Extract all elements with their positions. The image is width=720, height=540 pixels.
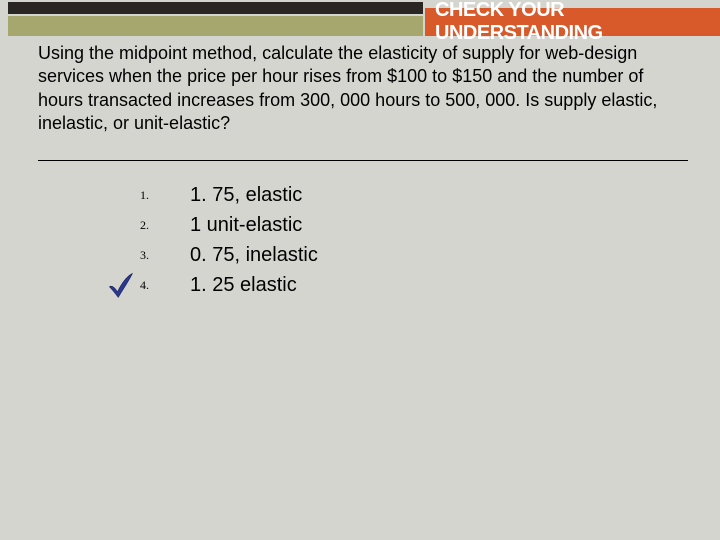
checkmark-icon — [106, 271, 134, 299]
header-dark-bar-top — [8, 2, 423, 14]
header-bar: CHECK YOUR UNDERSTANDING — [0, 0, 720, 36]
answer-number: 1. — [140, 188, 190, 203]
answer-row: 2. 1 unit-elastic — [100, 210, 318, 240]
answer-number: 3. — [140, 248, 190, 263]
answer-row: 4. 1. 25 elastic — [100, 270, 318, 300]
header-title: CHECK YOUR UNDERSTANDING — [435, 0, 720, 45]
header-orange-block: CHECK YOUR UNDERSTANDING — [425, 8, 720, 36]
answers-list: 1. 1. 75, elastic 2. 1 unit-elastic 3. 0… — [100, 180, 318, 300]
answer-text: 0. 75, inelastic — [190, 244, 318, 267]
answer-check-slot — [100, 271, 140, 299]
answer-row: 3. 0. 75, inelastic — [100, 240, 318, 270]
answer-number: 4. — [140, 278, 190, 293]
question-text: Using the midpoint method, calculate the… — [38, 42, 688, 136]
header-dark-overlay — [8, 2, 423, 16]
answer-text: 1. 25 elastic — [190, 274, 297, 297]
answer-text: 1 unit-elastic — [190, 214, 302, 237]
header-olive-block — [8, 16, 423, 36]
answer-row: 1. 1. 75, elastic — [100, 180, 318, 210]
answer-number: 2. — [140, 218, 190, 233]
answer-text: 1. 75, elastic — [190, 184, 302, 207]
question-underline — [38, 160, 688, 161]
